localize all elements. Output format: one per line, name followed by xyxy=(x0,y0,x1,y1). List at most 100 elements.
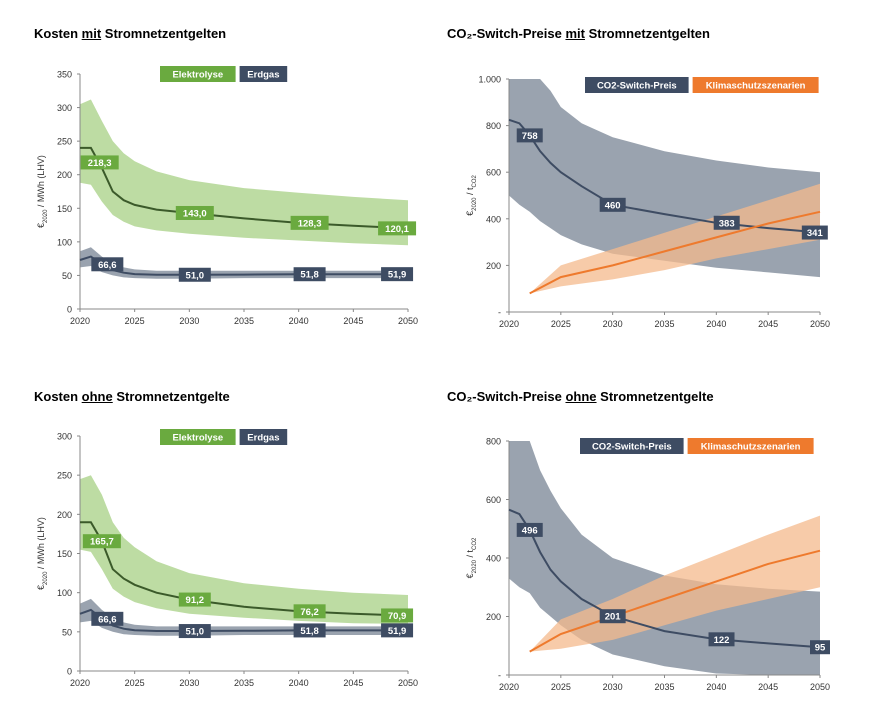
x-tick-label: 2025 xyxy=(125,316,145,326)
y-tick-label: 300 xyxy=(57,432,72,442)
y-tick-label: 250 xyxy=(57,471,72,481)
x-tick-label: 2035 xyxy=(654,682,674,692)
x-tick-label: 2040 xyxy=(289,316,309,326)
data-label: 51,0 xyxy=(186,627,205,638)
data-label: 70,9 xyxy=(388,611,407,622)
data-label-box xyxy=(708,632,735,647)
chart-2: - 200 400 600 800 1.000 2020 2025 2030 2035 2040 20… xyxy=(465,75,830,330)
x-tick-label: 2050 xyxy=(398,316,418,326)
series-band-erdgas xyxy=(80,598,408,636)
series-line-klimaschutzszenarien xyxy=(529,549,821,653)
legend-label: Elektrolyse xyxy=(172,433,223,444)
data-label: 383 xyxy=(719,218,735,229)
y-tick-label: 600 xyxy=(486,495,501,505)
x-tick-label: 2020 xyxy=(70,316,90,326)
data-label: 218,3 xyxy=(88,158,112,169)
data-label: 128,3 xyxy=(298,218,322,229)
y-tick-label: 200 xyxy=(57,170,72,180)
y-tick-label: 400 xyxy=(486,554,501,564)
data-label: 758 xyxy=(522,131,538,142)
data-label-box xyxy=(378,221,417,236)
x-tick-label: 2045 xyxy=(758,319,778,329)
data-label-box xyxy=(175,205,214,220)
y-axis-label: €2020 / MWh (LHV) xyxy=(36,155,49,228)
y-tick-label: 100 xyxy=(57,237,72,247)
x-tick-label: 2030 xyxy=(603,682,623,692)
data-label-box xyxy=(713,215,740,230)
data-label: 496 xyxy=(522,525,538,536)
y-tick-label: 50 xyxy=(62,627,72,637)
y-tick-label: - xyxy=(498,671,501,681)
data-label-box xyxy=(381,623,414,638)
data-label-box xyxy=(91,611,124,626)
x-tick-label: 2050 xyxy=(810,319,830,329)
x-tick-label: 2020 xyxy=(70,678,90,688)
chart-3: 0 50 100 150 200 250 300 2020 2025 2030 2035 2040 20… xyxy=(36,429,418,688)
legend-swatch xyxy=(160,429,236,445)
x-tick-label: 2045 xyxy=(758,682,778,692)
data-label-box xyxy=(290,215,329,230)
legend-label: CO2-Switch-Preis xyxy=(597,81,677,92)
x-tick-label: 2030 xyxy=(179,316,199,326)
data-label-box xyxy=(516,128,543,143)
legend-swatch xyxy=(580,438,684,454)
legend-swatch xyxy=(239,66,288,82)
data-label-box xyxy=(293,604,326,619)
data-label-box xyxy=(801,225,828,240)
series-band-klimaschutzszenarien xyxy=(529,183,820,294)
x-tick-label: 2025 xyxy=(551,682,571,692)
legend-label: Elektrolyse xyxy=(172,70,223,81)
data-label: 143,0 xyxy=(183,208,207,219)
x-tick-label: 2025 xyxy=(551,319,571,329)
legend-swatch xyxy=(239,429,288,445)
series-band-elektrolyse xyxy=(80,99,408,246)
x-tick-label: 2050 xyxy=(398,678,418,688)
x-tick-label: 2035 xyxy=(654,319,674,329)
data-label-box xyxy=(80,155,119,170)
y-tick-label: 800 xyxy=(486,437,501,447)
data-label-box xyxy=(293,267,326,282)
y-tick-label: 100 xyxy=(57,588,72,598)
data-label: 95 xyxy=(815,643,826,654)
data-label: 201 xyxy=(605,612,622,623)
data-label: 460 xyxy=(605,200,621,211)
data-label: 51,9 xyxy=(388,270,407,281)
legend-label: CO2-Switch-Preis xyxy=(592,442,672,453)
x-tick-label: 2020 xyxy=(499,319,519,329)
y-tick-label: 800 xyxy=(486,121,501,131)
legend-swatch xyxy=(692,77,819,93)
chart-4: - 200 400 600 800 2020 2025 2030 2035 2040 2045 205… xyxy=(465,437,830,693)
chart-title-1: Kosten mit Stromnetzentgelten xyxy=(34,26,227,41)
y-tick-label: 1.000 xyxy=(478,75,501,85)
legend-swatch xyxy=(160,66,236,82)
y-tick-label: 300 xyxy=(57,103,72,113)
x-tick-label: 2035 xyxy=(234,316,254,326)
data-label: 341 xyxy=(807,228,824,239)
series-band-elektrolyse xyxy=(80,475,408,624)
data-label-box xyxy=(178,267,211,282)
data-label: 66,6 xyxy=(98,614,117,625)
legend-label: Klimaschutzszenarien xyxy=(706,81,806,92)
x-tick-label: 2050 xyxy=(810,682,830,692)
y-tick-label: 600 xyxy=(486,168,501,178)
y-tick-label: 0 xyxy=(67,305,72,315)
data-label: 120,1 xyxy=(385,224,409,235)
legend-swatch xyxy=(585,77,689,93)
data-label: 122 xyxy=(714,635,730,646)
y-tick-label: 150 xyxy=(57,204,72,214)
data-label: 66,6 xyxy=(98,260,117,271)
x-tick-label: 2040 xyxy=(706,319,726,329)
y-tick-label: 0 xyxy=(67,667,72,677)
data-label-box xyxy=(293,623,326,638)
legend-label: Klimaschutzszenarien xyxy=(701,442,801,453)
y-tick-label: 200 xyxy=(486,612,501,622)
data-label: 165,7 xyxy=(90,537,114,548)
data-label-box xyxy=(810,640,830,655)
y-axis-label: €2020 / tCO2 xyxy=(465,537,478,578)
data-label-box xyxy=(599,197,626,212)
y-tick-label: - xyxy=(498,308,501,318)
chart-title-4: CO₂-Switch-Preise ohne Stromnetzentgelte xyxy=(447,389,714,404)
data-label-box xyxy=(381,267,414,282)
chart-1: 0 50 100 150 200 250 300 350 2020 2025 2030 2035 204… xyxy=(36,66,418,326)
